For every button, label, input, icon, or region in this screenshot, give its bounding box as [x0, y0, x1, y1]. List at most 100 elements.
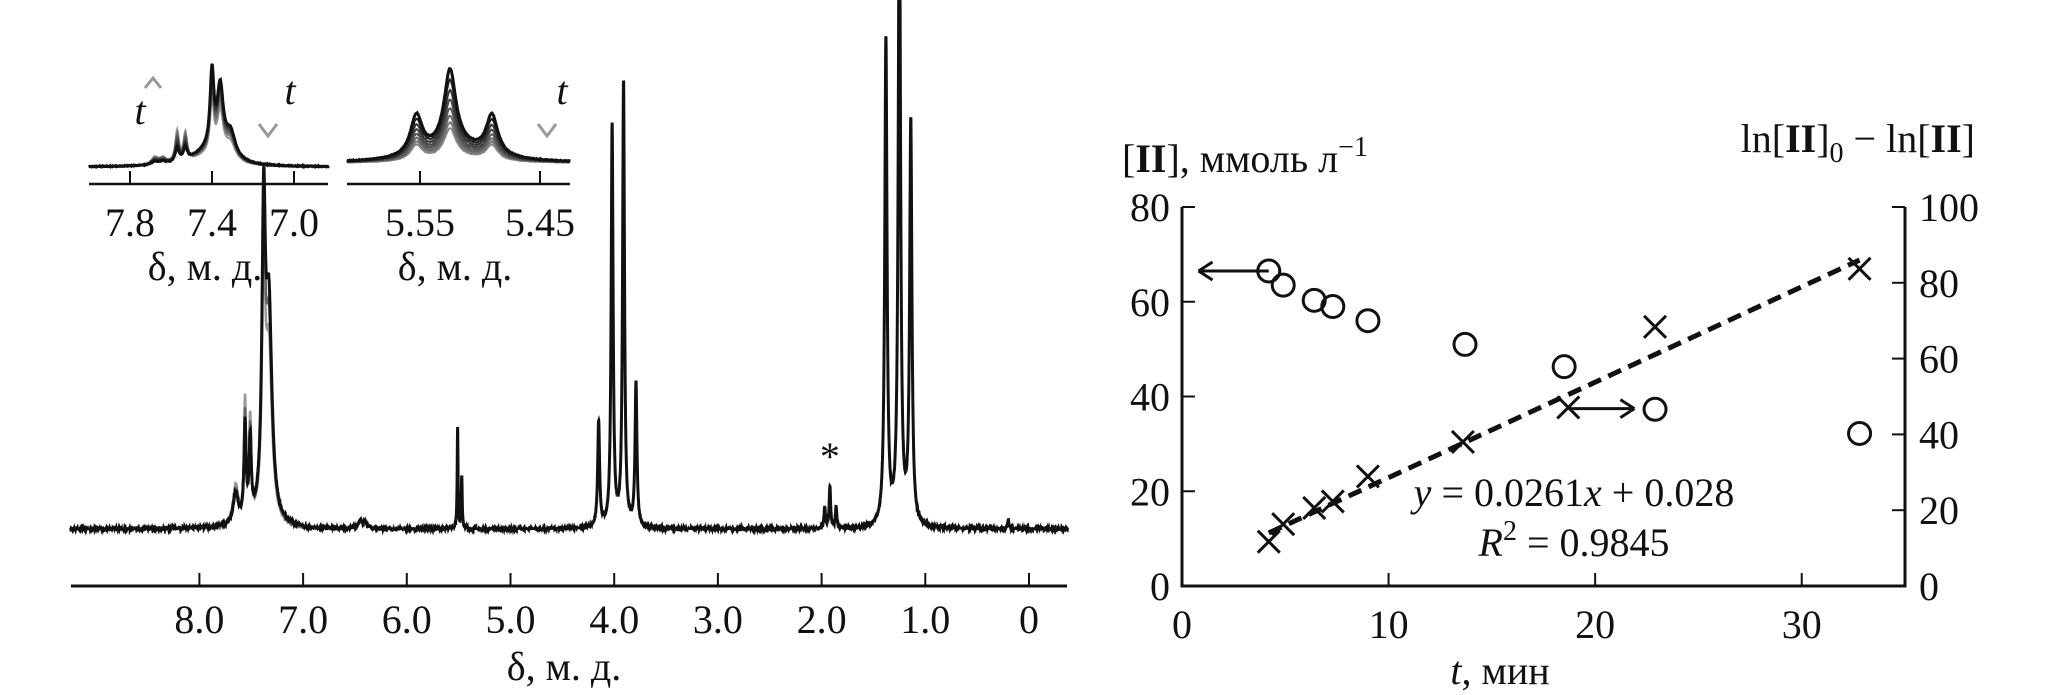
cross-point — [1320, 489, 1345, 514]
spectrum-trace — [69, 0, 1069, 536]
inset-5-5ppm-trace — [346, 67, 571, 163]
time-arrow-down-label: t — [284, 68, 296, 113]
arrow-to-right-axis-head-top — [1619, 398, 1636, 410]
right-y-tick-label: 100 — [1919, 185, 1979, 230]
cross-point — [1450, 429, 1476, 455]
label-part: ] — [1962, 116, 1975, 161]
inset-5-5ppm-traces — [346, 67, 571, 165]
right-y-axis-title: ln[II]0 − ln[II] — [1741, 116, 1975, 169]
label-part: [ — [1122, 136, 1135, 181]
cross-point — [1256, 529, 1281, 554]
x-tick-label: 0 — [1172, 602, 1192, 647]
nmr-x-axis-title: δ, м. д. — [507, 644, 622, 689]
left-y-tick-label: 60 — [1130, 280, 1170, 325]
inset-aromatic-x-ticks: 7.8 7.4 7.0 — [105, 171, 319, 245]
x-tick-label: 7.0 — [269, 200, 319, 245]
cross-point — [1642, 314, 1668, 339]
inset-5-5ppm-x-ticks: 5.55 5.45 — [385, 171, 575, 245]
r2-sup: 2 — [1503, 516, 1517, 547]
x-tick-label: 2.0 — [797, 597, 847, 642]
x-tick-label: 5.0 — [486, 597, 536, 642]
inset-5-5ppm-x-axis-title: δ, м. д. — [398, 244, 513, 289]
eq-part: = 0.0261 — [1431, 470, 1584, 515]
right-y-tick-label: 80 — [1919, 261, 1959, 306]
x-tick-label: 0 — [1019, 597, 1039, 642]
cross-point — [1355, 464, 1380, 489]
x-tick-label: 1.0 — [900, 597, 950, 642]
circle-point — [1847, 420, 1873, 446]
circle-point — [1355, 308, 1381, 334]
right-y-tick-label: 40 — [1919, 412, 1959, 457]
cross-point — [1271, 512, 1296, 537]
x-tick-label: 5.55 — [385, 200, 455, 245]
right-y-tick-label: 60 — [1919, 337, 1959, 382]
inset-5-5ppm-panel: 5.55 5.45 δ, м. д. t — [346, 35, 575, 289]
x-tick-label: 7.0 — [278, 597, 328, 642]
nmr-spectrum-panel: 8.0 7.0 6.0 5.0 4.0 3.0 2.0 1.0 0 * δ, м. д. — [69, 0, 1069, 689]
arrow-to-left-axis-head-top — [1197, 260, 1214, 273]
eq-part: + 0.028 — [1602, 470, 1735, 515]
r2-part: = 0.9845 — [1517, 520, 1670, 565]
x-tick-label: 5.45 — [505, 200, 575, 245]
label-part: II — [1785, 116, 1816, 161]
time-arrow-down-2-head — [536, 123, 558, 139]
x-title-italic: t — [1450, 648, 1462, 693]
nmr-annotation-asterisk: * — [820, 434, 840, 479]
eq-part: y — [1410, 470, 1432, 515]
circle-point — [1270, 272, 1296, 298]
x-tick-label: 20 — [1575, 602, 1615, 647]
cross-point — [1302, 495, 1327, 520]
inset-aromatic-panel: 7.8 7.4 7.0 δ, м. д. t t — [88, 35, 330, 289]
right-y-tick-label: 20 — [1919, 488, 1959, 533]
left-y-tick-label: 40 — [1130, 375, 1170, 420]
time-arrow-down-2-label: t — [556, 68, 568, 113]
label-part: II — [1931, 116, 1962, 161]
x-axis-title: t, мин — [1450, 648, 1549, 693]
r2-part: R — [1478, 520, 1503, 565]
r-squared: R2 = 0.9845 — [1478, 516, 1670, 565]
circle-point — [1452, 331, 1478, 357]
x-tick-label: 8.0 — [174, 597, 224, 642]
inset-5-5ppm-trace — [346, 77, 571, 163]
x-tick-label: 7.4 — [187, 200, 237, 245]
arrow-to-left-axis-head-bottom — [1197, 269, 1214, 282]
label-part: ] — [1816, 116, 1829, 161]
kinetics-panel: [II], ммоль л−1 ln[II]0 − ln[II] 0 10 20 30… — [1122, 116, 1979, 693]
right-y-tick-label: 0 — [1919, 564, 1939, 609]
time-arrow-up-label: t — [134, 88, 146, 133]
cross-point — [1847, 256, 1872, 281]
label-part: II — [1135, 136, 1166, 181]
inset-aromatic-x-axis-title: δ, м. д. — [148, 244, 263, 289]
nmr-spectrum-traces — [69, 0, 1069, 536]
inset-aromatic-trace — [88, 63, 330, 170]
inset-5-5ppm-trace — [346, 88, 571, 163]
label-part: ln[ — [1741, 116, 1785, 161]
kinetics-axes: 0 10 20 30 0 20 40 60 80 0 20 40 60 80 100 — [1130, 185, 1979, 647]
label-sub: 0 — [1830, 138, 1844, 169]
eq-part: x — [1583, 470, 1602, 515]
nmr-x-ticks: 8.0 7.0 6.0 5.0 4.0 3.0 2.0 1.0 0 — [174, 573, 1039, 642]
x-tick-label: 7.8 — [105, 200, 155, 245]
circle-point — [1551, 354, 1577, 380]
left-y-tick-label: 0 — [1150, 564, 1170, 609]
label-sup: −1 — [1338, 132, 1368, 163]
time-arrow-up-head — [143, 75, 163, 89]
label-part: ], ммоль л — [1166, 136, 1338, 181]
x-tick-label: 4.0 — [589, 597, 639, 642]
left-y-tick-label: 80 — [1130, 185, 1170, 230]
left-y-axis-title: [II], ммоль л−1 — [1122, 132, 1368, 181]
x-title-rest: , мин — [1462, 648, 1550, 693]
arrow-to-right-axis-head-bottom — [1619, 407, 1636, 419]
x-tick-label: 10 — [1369, 602, 1409, 647]
circle-point — [1642, 396, 1668, 422]
circle-point — [1320, 293, 1346, 319]
x-tick-label: 3.0 — [693, 597, 743, 642]
label-part: − ln[ — [1844, 116, 1931, 161]
left-y-tick-label: 20 — [1130, 469, 1170, 514]
inset-aromatic-traces — [88, 63, 330, 170]
kinetics-marks — [1197, 256, 1873, 554]
x-tick-label: 6.0 — [382, 597, 432, 642]
time-arrow-down-head — [257, 123, 279, 139]
fit-equation: y = 0.0261x + 0.028 — [1410, 470, 1735, 515]
